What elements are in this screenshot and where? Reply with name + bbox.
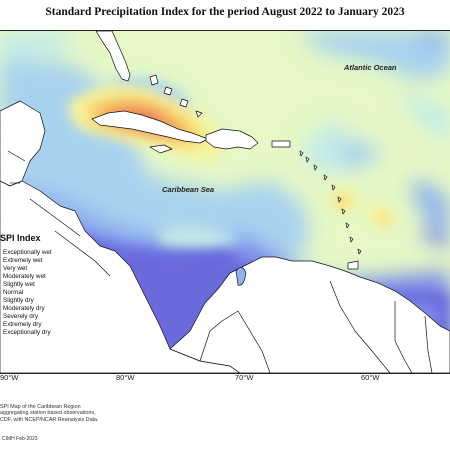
tick-60w: 60°W	[361, 373, 380, 382]
legend-item-slightly-wet: Slightly wet	[3, 281, 35, 288]
lake-maracaibo	[235, 267, 247, 286]
cuba	[91, 110, 209, 144]
caribbean-sea-label: Caribbean Sea	[162, 185, 215, 194]
map-notes: SPI Map of the Caribbean Region aggregat…	[0, 404, 220, 423]
legend-item-moderately-dry: Moderately dry	[3, 305, 45, 312]
florida	[95, 31, 131, 82]
tick-80w: 80°W	[116, 373, 135, 382]
note-line: aggregating station based observations,	[0, 410, 96, 417]
tick-70w: 70°W	[235, 373, 254, 382]
border-lines	[199, 310, 271, 373]
puerto-rico	[271, 140, 291, 148]
note-line: CDF, with NCEP/NCAR Reanalysis Data.	[0, 416, 99, 423]
bahamas	[149, 74, 203, 118]
spi-map: Atlantic Ocean Caribbean Sea 90°W 80°W 7…	[0, 30, 450, 382]
tick-90w: 90°W	[0, 373, 19, 382]
atlantic-ocean-label: Atlantic Ocean	[344, 63, 397, 72]
legend-item-normal: Normal	[3, 289, 24, 296]
map-canvas	[0, 31, 450, 373]
map-credit: CIMH Feb-2023	[2, 436, 38, 442]
legend-item-extremely-dry: Extremely dry	[3, 321, 42, 328]
legend-item-extremely-wet: Extremely wet	[3, 257, 43, 264]
legend-item-very-wet: Very wet	[3, 265, 28, 272]
jamaica	[149, 144, 173, 154]
hispaniola	[205, 128, 259, 150]
south-america	[169, 256, 450, 373]
legend-title: SPI Index	[0, 233, 41, 243]
legend-item-slightly-dry: Slightly dry	[3, 297, 34, 304]
legend-item-severely-dry: Severely dry	[3, 313, 38, 320]
trinidad	[347, 260, 359, 270]
land	[0, 31, 450, 373]
lesser-antilles	[299, 150, 362, 255]
note-line: SPI Map of the Caribbean Region	[0, 404, 81, 410]
legend-item-moderately-wet: Moderately wet	[3, 273, 46, 280]
map-title: Standard Precipitation Index for the per…	[45, 6, 405, 18]
legend-item-exceptionally-dry: Exceptionally dry	[3, 329, 51, 336]
legend-item-exceptionally-wet: Exceptionally wet	[3, 249, 52, 256]
